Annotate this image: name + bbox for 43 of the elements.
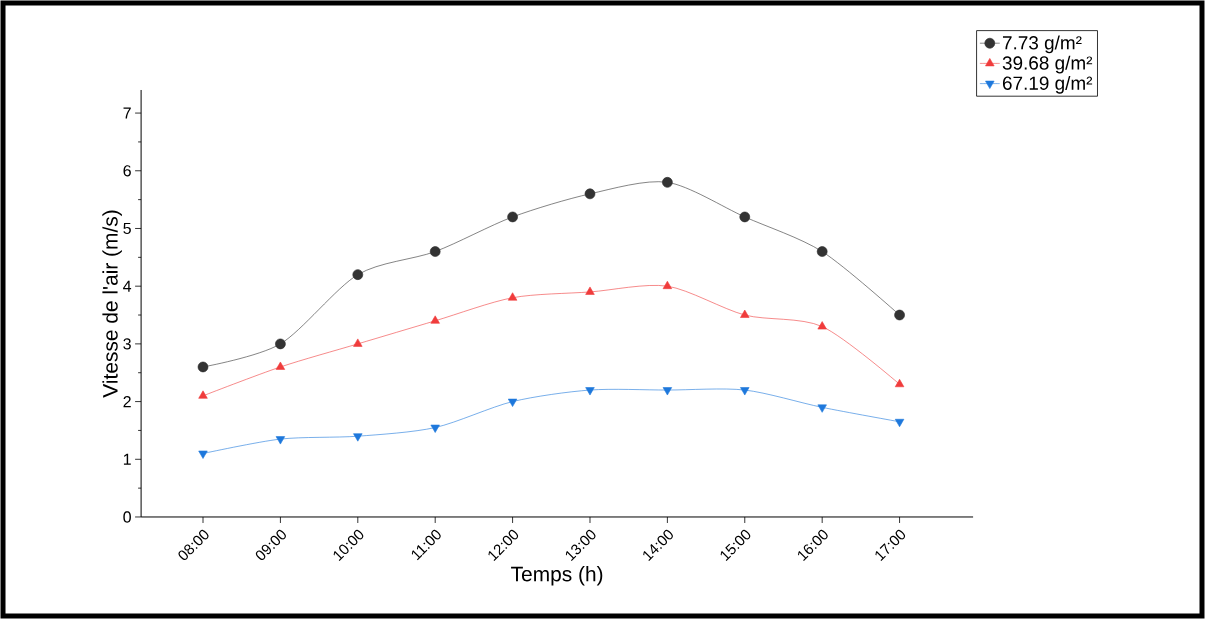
point [429,246,441,257]
y-tick-label: 0 [123,511,131,523]
point [585,286,595,295]
point [275,361,286,370]
point [507,292,518,301]
point [275,338,286,350]
point [740,387,750,396]
point [740,309,750,318]
y-tick-label: 2 [123,396,131,408]
point [352,269,364,280]
x-axis-title: Temps (h) [511,566,603,586]
point [275,436,286,445]
legend-label: 67.19 g/m² [1002,75,1093,94]
point [507,398,518,407]
y-tick-label: 4 [123,280,132,292]
point [817,321,827,330]
point [430,424,440,433]
point [353,338,363,347]
point [662,280,673,289]
point [817,404,827,413]
y-axis-title: Vitesse de l'air (m/s) [102,210,122,398]
legend-label: 7.73 g/m² [1002,35,1082,54]
y-tick-label: 7 [123,107,131,119]
point [584,188,596,200]
y-tick-label: 5 [123,222,131,235]
point [662,177,673,188]
point [894,378,905,388]
point [816,246,828,257]
point [739,211,751,223]
point [507,211,518,223]
y-tick-label: 1 [123,453,131,465]
point [353,433,363,442]
point [197,361,209,373]
point [198,390,208,399]
legend-label: 39.68 g/m² [1002,55,1093,74]
y-tick-label: 6 [123,165,131,177]
point [430,315,440,324]
point [662,387,673,396]
point [894,309,905,321]
point [585,387,595,396]
point [198,450,208,459]
y-tick-label: 3 [123,338,131,350]
point [894,418,905,428]
